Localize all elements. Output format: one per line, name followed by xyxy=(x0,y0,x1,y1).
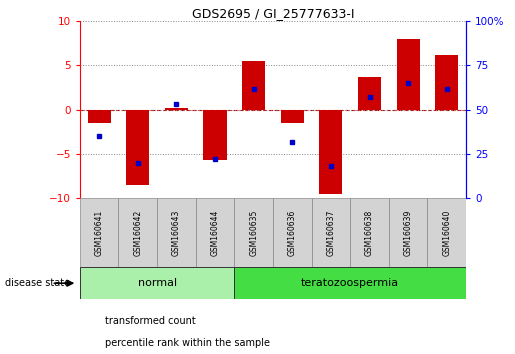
Bar xyxy=(196,198,234,267)
Bar xyxy=(389,198,427,267)
Text: disease state: disease state xyxy=(5,278,70,288)
Text: GSM160640: GSM160640 xyxy=(442,210,451,256)
Bar xyxy=(273,198,312,267)
Bar xyxy=(358,77,381,110)
Bar xyxy=(126,110,149,185)
Bar xyxy=(350,198,389,267)
Bar xyxy=(435,55,458,110)
Bar xyxy=(234,198,273,267)
Text: GSM160636: GSM160636 xyxy=(288,210,297,256)
Bar xyxy=(312,198,350,267)
Text: GSM160641: GSM160641 xyxy=(95,210,104,256)
Bar xyxy=(397,39,420,110)
Text: teratozoospermia: teratozoospermia xyxy=(301,278,399,288)
Bar xyxy=(281,110,304,123)
Text: GSM160644: GSM160644 xyxy=(211,210,219,256)
Bar xyxy=(319,110,342,194)
Bar xyxy=(203,110,227,160)
Text: GSM160643: GSM160643 xyxy=(172,210,181,256)
Bar xyxy=(242,61,265,110)
Bar xyxy=(80,267,234,299)
Bar xyxy=(234,267,466,299)
Text: GSM160637: GSM160637 xyxy=(327,210,335,256)
Bar xyxy=(80,198,118,267)
Text: percentile rank within the sample: percentile rank within the sample xyxy=(105,338,269,348)
Text: GSM160642: GSM160642 xyxy=(133,210,142,256)
Bar xyxy=(165,108,188,110)
Text: transformed count: transformed count xyxy=(105,316,195,326)
Text: GSM160635: GSM160635 xyxy=(249,210,258,256)
Text: normal: normal xyxy=(138,278,177,288)
Bar xyxy=(88,110,111,123)
Text: GSM160639: GSM160639 xyxy=(404,210,413,256)
Bar xyxy=(118,198,157,267)
Bar xyxy=(157,198,196,267)
Text: GSM160638: GSM160638 xyxy=(365,210,374,256)
Title: GDS2695 / GI_25777633-I: GDS2695 / GI_25777633-I xyxy=(192,7,354,20)
Bar xyxy=(427,198,466,267)
